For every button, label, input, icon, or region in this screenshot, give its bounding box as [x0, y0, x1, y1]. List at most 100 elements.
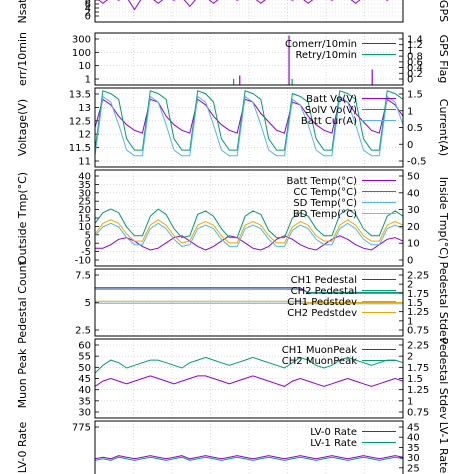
legend-label: CH1 Pedestal	[291, 275, 357, 286]
series-line-batt-cur-a-	[94, 95, 404, 157]
panel-frame	[94, 0, 404, 23]
series-line-sd-temp-c-	[94, 222, 404, 247]
y-axis-label-right: Pedestal Stdev	[437, 262, 450, 344]
y-tick-label-left: 5	[85, 298, 91, 309]
series-line-batt-vo-v-	[94, 98, 404, 134]
panel-6	[94, 338, 404, 419]
y-tick-label-right: 1.25	[407, 307, 429, 318]
y-tick-label-left: 40	[78, 172, 91, 183]
panel-frame	[94, 420, 404, 474]
y-tick-label-left: 45	[78, 374, 91, 385]
y-tick-label-right: 0.4	[407, 63, 423, 74]
y-tick-label-left: 11	[78, 157, 91, 168]
y-tick-label-right: 35	[407, 443, 420, 454]
y-tick-label-left: 30	[78, 188, 91, 199]
panel-3	[94, 87, 404, 168]
series-line-ch2-muonpeak	[94, 356, 404, 374]
y-tick-label-right: 1.4	[407, 35, 423, 46]
y-tick-label-right: 1.25	[407, 385, 429, 396]
y-tick-label-left: 775	[72, 423, 91, 434]
series-line-solv-vo-v-	[94, 90, 404, 151]
panel-frame	[94, 169, 404, 267]
y-tick-label-left: 100	[72, 48, 91, 59]
y-tick-label-left: -10	[75, 256, 91, 267]
y-axis-label-left: Pedestal Count	[16, 260, 29, 343]
legend-label: CH2 Pedstdev	[287, 308, 357, 319]
panel-1	[94, 0, 404, 23]
y-tick-label-left: 60	[78, 341, 91, 352]
y-tick-label-left: 2.5	[75, 326, 91, 337]
y-tick-label-left: 15	[78, 214, 91, 225]
y-tick-label-right: 1	[407, 316, 413, 327]
y-tick-label-left: 30	[78, 408, 91, 419]
y-tick-label-left: 35	[78, 180, 91, 191]
panel-frame	[94, 87, 404, 168]
y-tick-label-right: 1.5	[407, 374, 423, 385]
panel-frame	[94, 268, 404, 337]
y-axis-label-left: Outside Tmp(°C)	[16, 172, 29, 264]
y-tick-label-right: 0.75	[407, 408, 429, 419]
series-line-ch2-pedstdev	[95, 300, 403, 303]
y-tick-label-left: 13	[78, 103, 91, 114]
y-axis-label-right: Current(A)	[437, 99, 450, 156]
y-tick-label-right: 30	[407, 453, 420, 464]
y-tick-label-right: 0.5	[407, 123, 423, 134]
y-tick-label-left: 50	[78, 363, 91, 374]
y-axis-label-right: GPS	[437, 0, 450, 22]
series-line-bd-temp-c-	[94, 219, 404, 244]
legend-label: LV-0 Rate	[310, 427, 357, 438]
y-tick-label-right: 1.75	[407, 363, 429, 374]
legend-label: CC Temp(°C)	[293, 187, 357, 198]
y-tick-label-right: 45	[407, 423, 420, 434]
y-tick-label-right: 0.6	[407, 57, 423, 68]
y-tick-label-left: 20	[78, 205, 91, 216]
series-line-lv-0-rate	[94, 455, 404, 460]
y-tick-label-right: 30	[407, 205, 420, 216]
y-axis-label-right: Pedestal Stdev	[437, 338, 450, 420]
legend-label: Batt Vo(V)	[306, 94, 357, 105]
legend-label: CH2 MuonPeak	[282, 356, 357, 367]
y-tick-label-left: 6	[85, 0, 91, 11]
y-tick-label-left: 4	[85, 4, 91, 15]
y-tick-label-left: 55	[78, 352, 91, 363]
y-tick-label-right: 0.75	[407, 326, 429, 337]
y-tick-label-left: 40	[78, 385, 91, 396]
y-tick-label-left: 0	[85, 239, 91, 250]
y-tick-label-left: 0	[85, 12, 91, 23]
y-axis-label-right: Inside Tmp(°C)	[437, 177, 450, 259]
y-tick-label-right: 40	[407, 433, 420, 444]
panel-frame	[94, 338, 404, 419]
y-tick-label-right: 50	[407, 172, 420, 183]
y-axis-label-left: err/10min	[16, 32, 29, 86]
y-tick-label-left: 300	[72, 35, 91, 46]
y-tick-label-right: 1	[407, 46, 413, 57]
y-tick-label-right: 40	[407, 188, 420, 199]
legend-label: BD Temp(°C)	[293, 209, 357, 220]
y-tick-label-right: 2.25	[407, 271, 429, 282]
y-tick-label-right: 1.75	[407, 289, 429, 300]
series-line-ch1-pedestal	[95, 287, 403, 294]
series-line-ch1-muonpeak	[94, 375, 404, 387]
y-axis-label-left: Muon Peak	[16, 348, 29, 408]
y-tick-label-right: 1.2	[407, 40, 423, 51]
y-axis-label-left: Nsat	[16, 0, 29, 24]
y-tick-label-right: 2	[407, 352, 413, 363]
series-line-ch2-pedestal	[95, 288, 403, 293]
y-tick-label-left: 10	[78, 222, 91, 233]
y-tick-label-right: 1	[407, 106, 413, 117]
legend-label: SolV Vo(V)	[305, 105, 357, 116]
y-tick-label-left: 12	[78, 130, 91, 141]
legend-label: Retry/10min	[295, 50, 357, 61]
y-tick-label-left: 1	[85, 75, 91, 86]
y-tick-label-left: 12.5	[69, 116, 91, 127]
y-axis-label-left: Voltage(V)	[16, 99, 29, 156]
y-tick-label-left: -5	[81, 247, 91, 258]
y-tick-label-right: 0.2	[407, 69, 423, 80]
y-tick-label-left: 35	[78, 396, 91, 407]
y-tick-label-right: 1	[407, 396, 413, 407]
legend-label: Batt Temp(°C)	[287, 176, 358, 187]
legend-label: CH1 Pedstdev	[287, 297, 357, 308]
y-tick-label-left: 10	[78, 61, 91, 72]
y-tick-label-right: 10	[407, 239, 420, 250]
